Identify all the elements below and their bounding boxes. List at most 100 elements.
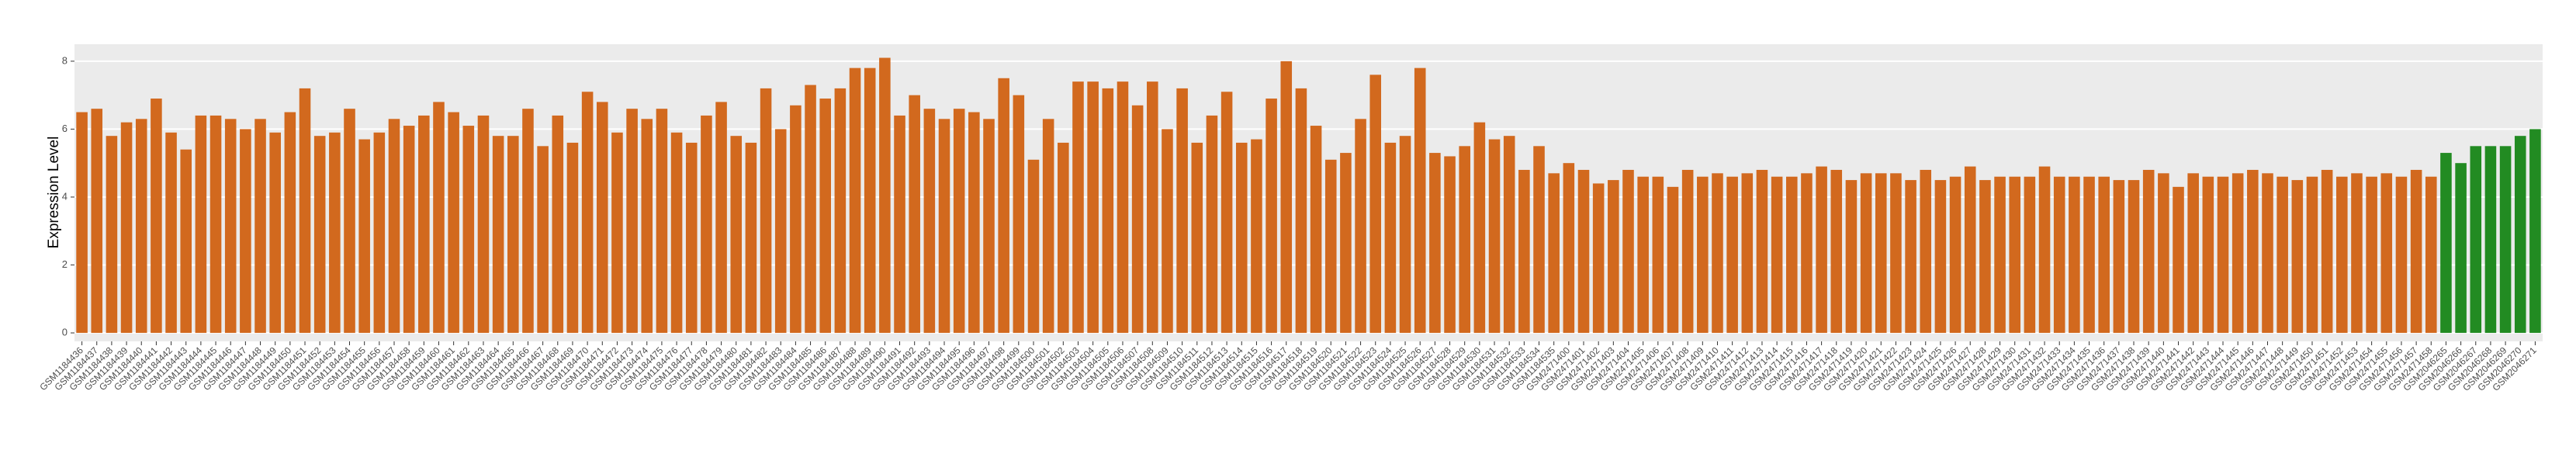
- bar: [1845, 180, 1858, 334]
- bar: [1013, 95, 1025, 334]
- y-tick-label: 2: [62, 258, 68, 270]
- bar: [537, 146, 549, 334]
- bar: [2142, 169, 2155, 334]
- bar: [1058, 142, 1069, 334]
- bar: [313, 136, 326, 334]
- bar: [2306, 176, 2318, 334]
- bar: [1131, 105, 1144, 334]
- bar: [1340, 153, 1352, 334]
- bar: [715, 102, 727, 334]
- bar: [656, 109, 668, 334]
- bar: [760, 88, 772, 334]
- bar: [2262, 173, 2273, 334]
- bar: [1310, 126, 1322, 334]
- bar: [953, 109, 965, 334]
- bar: [626, 109, 638, 334]
- bar: [1949, 176, 1961, 334]
- bar: [641, 119, 653, 334]
- bar: [1964, 166, 1976, 334]
- bar: [1355, 119, 1366, 334]
- bar: [2053, 176, 2065, 334]
- bar: [701, 115, 712, 334]
- bar: [1979, 180, 1991, 334]
- bar: [120, 122, 133, 334]
- bar: [151, 99, 162, 334]
- bar: [1786, 176, 1798, 334]
- bar: [1147, 81, 1158, 334]
- bar: [2291, 180, 2304, 334]
- bar: [224, 119, 237, 334]
- bar: [670, 132, 683, 334]
- bar: [2440, 153, 2452, 334]
- bar: [2484, 146, 2497, 334]
- bar: [2499, 146, 2512, 334]
- bar: [344, 109, 355, 334]
- bar: [1369, 74, 1382, 334]
- bar: [1444, 156, 1456, 334]
- bar: [2366, 176, 2377, 334]
- bar: [1206, 115, 1218, 334]
- bar: [2173, 186, 2184, 334]
- bar: [849, 68, 861, 334]
- bar: [1608, 180, 1619, 334]
- bar: [2038, 166, 2051, 334]
- bar: [879, 57, 891, 334]
- bar: [2217, 176, 2229, 334]
- bar: [1220, 92, 1233, 334]
- bar: [388, 119, 400, 334]
- bar: [1563, 163, 1575, 334]
- bar: [805, 85, 816, 334]
- bar: [2231, 173, 2244, 334]
- bar: [1994, 176, 2006, 334]
- bar: [2514, 136, 2526, 334]
- bar: [1162, 129, 1173, 334]
- bar: [2187, 173, 2199, 334]
- bar: [1072, 81, 1084, 334]
- y-tick-label: 4: [62, 190, 68, 202]
- bar: [2410, 169, 2422, 334]
- bar: [299, 88, 311, 334]
- bar: [834, 88, 847, 334]
- bar: [1042, 119, 1054, 334]
- bar: [2069, 176, 2080, 334]
- bar: [165, 132, 177, 334]
- bar: [1235, 142, 1248, 334]
- bar: [1488, 139, 1501, 334]
- bar: [448, 112, 459, 334]
- bar: [1265, 99, 1277, 334]
- bar: [522, 109, 534, 334]
- bar: [1712, 173, 1723, 334]
- bar: [1905, 180, 1916, 334]
- bar: [1414, 68, 1426, 334]
- bar: [373, 132, 386, 334]
- bar: [1592, 183, 1605, 334]
- bar: [1251, 139, 1262, 334]
- bar: [2321, 169, 2333, 334]
- bar: [983, 119, 995, 334]
- bar: [1399, 136, 1411, 334]
- bar: [2395, 176, 2408, 334]
- bar: [2247, 169, 2259, 334]
- bar: [1577, 169, 1590, 334]
- bar: [581, 92, 594, 334]
- y-tick-label: 6: [62, 123, 68, 134]
- bar: [403, 126, 415, 334]
- bar: [76, 112, 88, 334]
- bar: [1756, 169, 1768, 334]
- y-tick-label: 0: [62, 326, 68, 338]
- bar: [2277, 176, 2288, 334]
- bar: [1176, 88, 1188, 334]
- bar: [730, 136, 743, 334]
- bar: [596, 102, 608, 334]
- bar: [1503, 136, 1515, 334]
- bar: [894, 115, 905, 334]
- bar: [1801, 173, 1813, 334]
- bar: [774, 129, 787, 334]
- bar: [284, 112, 296, 334]
- bar: [1191, 142, 1203, 334]
- bar: [180, 149, 192, 334]
- bar: [240, 129, 251, 334]
- bar: [1117, 81, 1129, 334]
